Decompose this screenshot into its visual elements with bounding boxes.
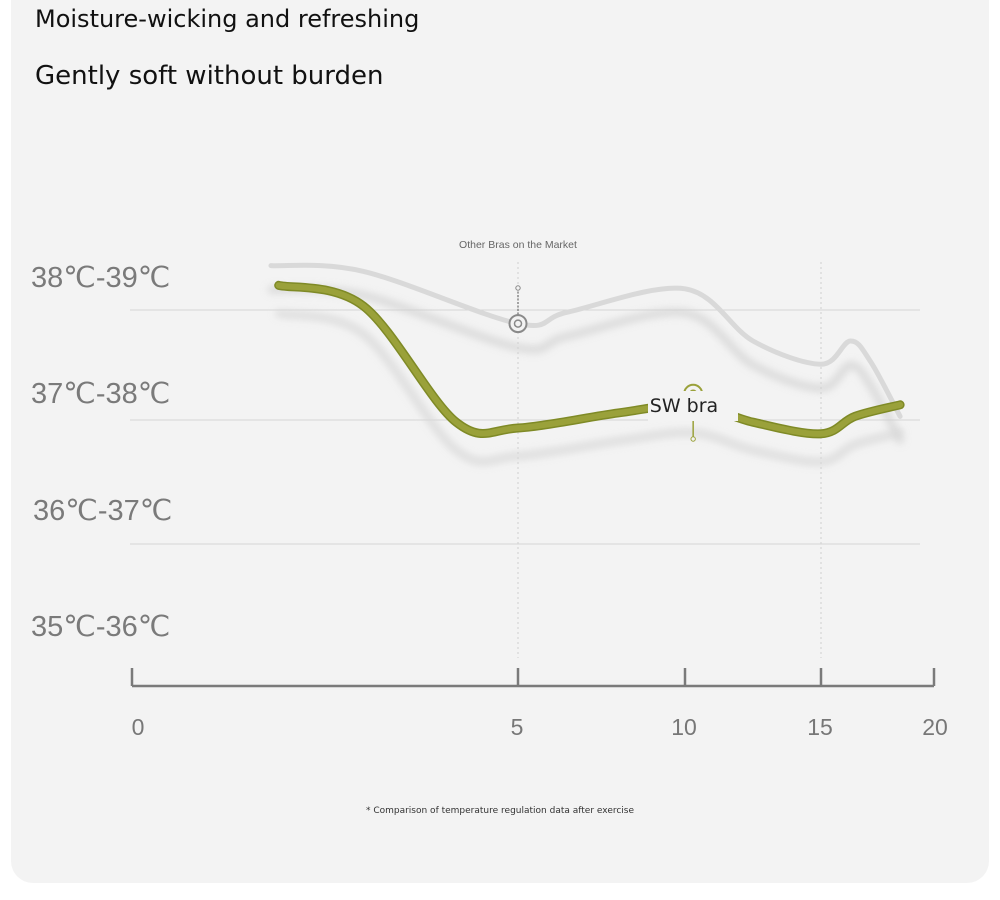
x-tick-label: 5	[511, 714, 524, 740]
other-bras-marker-ring	[508, 314, 528, 334]
sw-bra-shadow	[275, 309, 904, 466]
page-title: Gently soft without burden	[35, 61, 384, 91]
y-tick-label: 37℃-38℃	[31, 378, 170, 410]
sw-bra-label-bg	[648, 391, 738, 421]
x-tick-label: 15	[807, 714, 833, 740]
x-tick-label: 0	[132, 714, 145, 740]
footnote: * Comparison of temperature regulation d…	[365, 806, 635, 816]
y-tick-label: 38℃-39℃	[31, 262, 170, 294]
y-tick-label: 36℃-37℃	[33, 495, 172, 527]
sw-bra-marker-tip	[690, 436, 696, 442]
other-bras-marker-tip	[515, 285, 521, 291]
y-tick-label: 35℃-36℃	[31, 611, 170, 643]
x-tick-label: 20	[922, 714, 948, 740]
other-bras-shadow	[267, 285, 904, 444]
sw-bra-line	[275, 282, 904, 437]
other-bras-label: Other Bras on the Market	[459, 239, 577, 251]
other-bras-line	[268, 262, 903, 419]
chart-card	[11, 0, 989, 883]
sw-bra-label: SW bra	[650, 395, 718, 417]
other-bras-marker-dot	[513, 319, 523, 328]
x-tick-label: 10	[671, 714, 697, 740]
subtitle: Moisture-wicking and refreshing	[35, 5, 420, 33]
